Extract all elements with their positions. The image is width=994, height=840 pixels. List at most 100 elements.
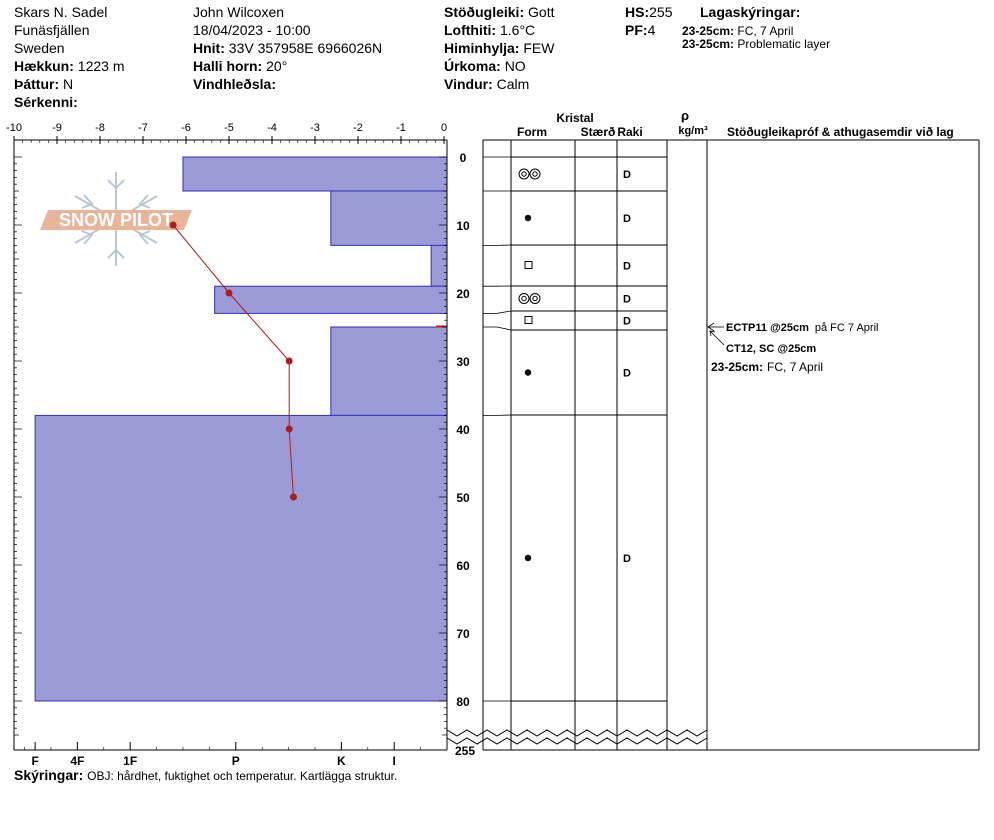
layer-comment-text: FC, 7 April	[767, 360, 823, 374]
depth-tick-label: 10	[456, 219, 470, 233]
depth-break-zigzag	[446, 729, 708, 737]
temperature-tick-label: -10	[6, 122, 22, 134]
logo-text: SNOW PILOT	[59, 210, 173, 230]
sky-cover: Himinhylja: FEW	[444, 41, 554, 55]
temperature-point	[285, 425, 293, 433]
decomposing-fragments-icon	[521, 295, 527, 302]
depth-tick-label: 70	[456, 627, 470, 641]
hardness-tick-label: P	[232, 754, 240, 768]
temperature-axis: -10 -9 -8 -7 -6 -5 -4 -3 -2 -1 0	[6, 122, 447, 751]
decomposing-fragments-icon	[521, 171, 527, 177]
hardness-tick-label: 4F	[70, 754, 84, 768]
size-header: Stærð	[581, 125, 616, 139]
moisture-value: D	[623, 368, 631, 380]
layer-table	[446, 139, 980, 751]
stability-test-ct: CT12, SC @25cm	[726, 343, 816, 355]
test-pointer-line	[709, 330, 725, 346]
temperature-point	[225, 289, 233, 297]
stability-test-note: på FC 7 April	[815, 322, 879, 334]
hardness-bars	[34, 156, 448, 702]
hardness-bar	[182, 156, 448, 192]
slope-angle: Halli horn: 20°	[193, 59, 287, 73]
layer-note-depth: 23-25cm:	[682, 37, 735, 51]
density-unit: kg/m³	[678, 125, 708, 137]
form-header: Form	[517, 125, 547, 139]
layer-notes-label: Lagaskýringar:	[700, 4, 801, 20]
temperature-point	[290, 493, 297, 501]
pf-label: PF:	[625, 22, 648, 38]
decomposing-fragments-icon	[529, 293, 541, 304]
decomposing-fragments-icon	[518, 293, 530, 304]
temperature-tick-label: -4	[267, 122, 277, 134]
hardness-bar	[330, 326, 448, 416]
moisture-value: D	[623, 261, 631, 273]
stability-label: Stöðugleiki:	[444, 4, 525, 20]
moisture-value: D	[623, 169, 631, 181]
hardness-bar	[214, 285, 448, 314]
temperature-tick-label: -1	[396, 122, 406, 134]
wind-label: Vindur:	[444, 76, 493, 92]
wind: Vindur: Calm	[444, 77, 529, 91]
precip-label: Úrkoma:	[444, 58, 501, 74]
stability-test-ectp: ECTP11 @25cm på FC 7 April	[726, 322, 878, 334]
aspect-label: Þáttur:	[14, 76, 60, 92]
depth-tick-label: 60	[456, 559, 470, 573]
crystal-header: Kristal	[556, 111, 593, 125]
sky-label: Himinhylja:	[444, 40, 520, 56]
temperature-tick-label: -7	[138, 122, 148, 134]
depth-tick-label: 40	[456, 423, 470, 437]
moisture-value: D	[623, 213, 631, 225]
stability: Stöðugleiki: Gott	[444, 5, 554, 19]
temperature-point	[169, 221, 177, 229]
aspect-value: N	[63, 76, 74, 92]
logo-banner	[40, 210, 192, 230]
layer-note-depth: 23-25cm:	[682, 24, 735, 38]
region-name: Funäsfjällen	[14, 22, 90, 38]
rounded-grains-icon	[524, 369, 532, 376]
hardness-axis: I K P 1F 4F F	[24, 742, 421, 768]
depth-tick-label: 0	[460, 151, 467, 165]
moisture-value: D	[623, 316, 631, 328]
depth-break-label: 255	[455, 744, 475, 758]
temperature-tick-label: -5	[224, 122, 234, 134]
temperature-tick-label: -6	[181, 122, 191, 134]
temperature-tick-label: -8	[95, 122, 105, 134]
layer-comment: 23-25cm: FC, 7 April	[711, 360, 823, 374]
pf-value: 4	[647, 22, 656, 38]
layer-note-text: Problematic layer	[737, 37, 831, 51]
hardness-bar	[34, 414, 448, 702]
air-temp-label: Lofthiti:	[444, 22, 497, 38]
layer-note: 23-25cm: Problematic layer	[682, 38, 830, 50]
temperature-point	[285, 357, 293, 365]
layer-note-text: FC, 7 April	[737, 24, 794, 38]
snowpilot-logo: SNOW PILOT	[40, 172, 192, 266]
rounded-grains-icon	[524, 554, 532, 562]
location-name: Skars N. Sadel	[14, 4, 108, 20]
depth-tick-label: 20	[456, 287, 470, 301]
stability-value: Gott	[528, 4, 555, 20]
legend-text: OBJ: hårdhet, fuktighet och temperatur. …	[87, 769, 398, 783]
hardness-tick-label: F	[31, 754, 38, 768]
coords-label: Hnit:	[193, 40, 225, 56]
elevation: Hækkun: 1223 m	[14, 59, 125, 73]
slope-value: 20°	[266, 58, 288, 74]
coordinates: Hnit: 33V 357958E 6966026N	[193, 41, 382, 55]
hardness-bar	[330, 190, 448, 246]
country-name: Sweden	[14, 40, 65, 56]
legend-label: Skýringar:	[14, 767, 84, 783]
wind-loading-label: Vindhleðsla:	[193, 76, 276, 92]
moisture-header: Raki	[617, 125, 642, 139]
decomposing-fragments-icon	[529, 168, 541, 180]
decomposing-fragments-icon	[532, 171, 538, 177]
rounded-grains-icon	[524, 214, 532, 222]
stability-tests: ECTP11 @25cm på FC 7 April CT12, SC @25cm 2…	[707, 322, 878, 374]
moisture-value: D	[623, 553, 631, 565]
layer-note: 23-25cm: FC, 7 April	[682, 25, 793, 37]
depth-tick-label: 50	[456, 491, 470, 505]
layer-comment-depth: 23-25cm:	[711, 360, 763, 374]
depth-tick-label: 30	[456, 355, 470, 369]
aspect: Þáttur: N	[14, 77, 73, 91]
test-pointer-arrow	[709, 330, 716, 337]
elevation-value: 1223 m	[77, 58, 125, 74]
